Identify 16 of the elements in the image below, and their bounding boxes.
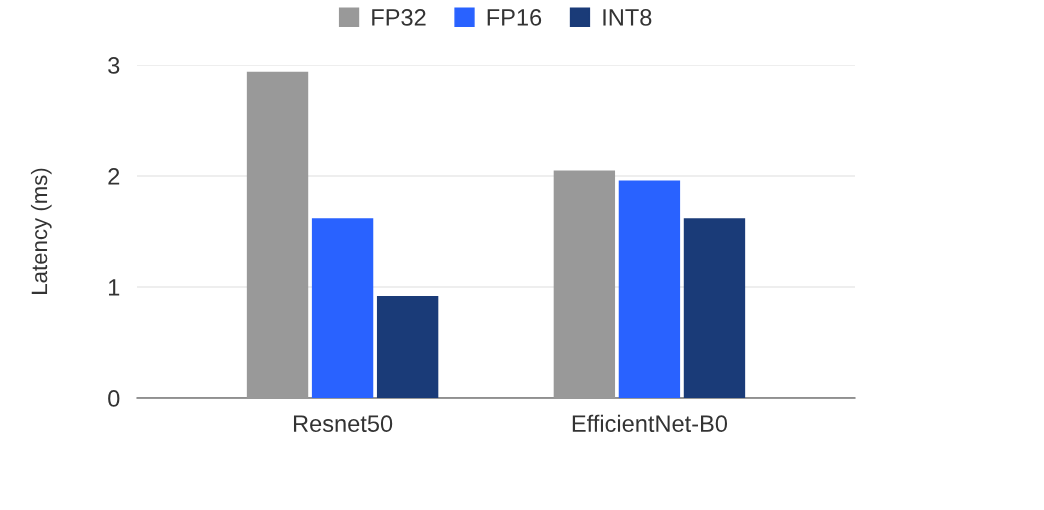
bar	[683, 218, 746, 398]
legend-label: FP16	[487, 9, 542, 26]
x-tick-label: Resnet50	[293, 415, 393, 433]
y-tick-label: 3	[108, 57, 120, 74]
bar	[376, 295, 439, 398]
legend-label: FP32	[372, 9, 426, 26]
y-tick-label: 2	[108, 168, 120, 185]
y-tick-label: 1	[109, 279, 120, 296]
bar	[618, 180, 681, 398]
bar	[246, 71, 309, 398]
legend-label: INT8	[603, 9, 652, 26]
y-axis-title: Latency (ms)	[30, 168, 52, 294]
bar	[311, 218, 374, 398]
y-tick-label: 0	[108, 390, 120, 407]
x-tick-label: EfficientNet-B0	[572, 414, 728, 433]
bar	[553, 170, 616, 398]
